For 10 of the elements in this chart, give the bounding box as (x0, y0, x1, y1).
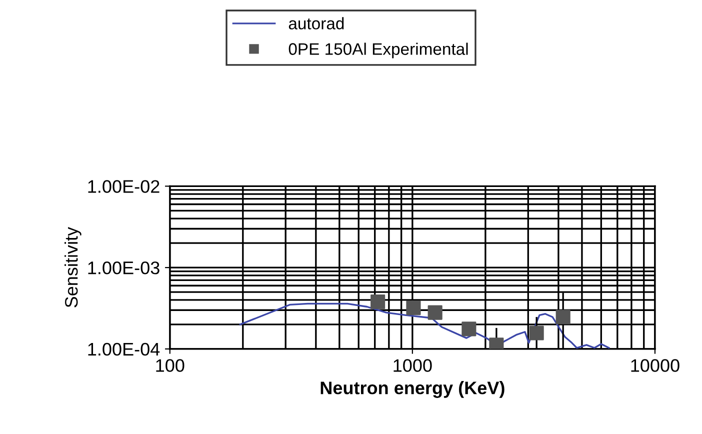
y-tick-label: 1.00E-04 (88, 342, 160, 356)
legend-label: 0PE 150Al Experimental (288, 42, 468, 58)
x-tick-label: 100 (156, 359, 184, 372)
y-tick-label: 1.00E-03 (88, 261, 160, 274)
y-axis-title: Sensitivity (64, 226, 82, 308)
legend-label: autorad (288, 17, 344, 30)
x-axis-title: Neutron energy (KeV) (320, 381, 504, 398)
x-tick-label: 10000 (631, 359, 680, 372)
y-tick-label: 1.00E-02 (88, 180, 160, 193)
x-tick-label: 1000 (394, 359, 432, 372)
